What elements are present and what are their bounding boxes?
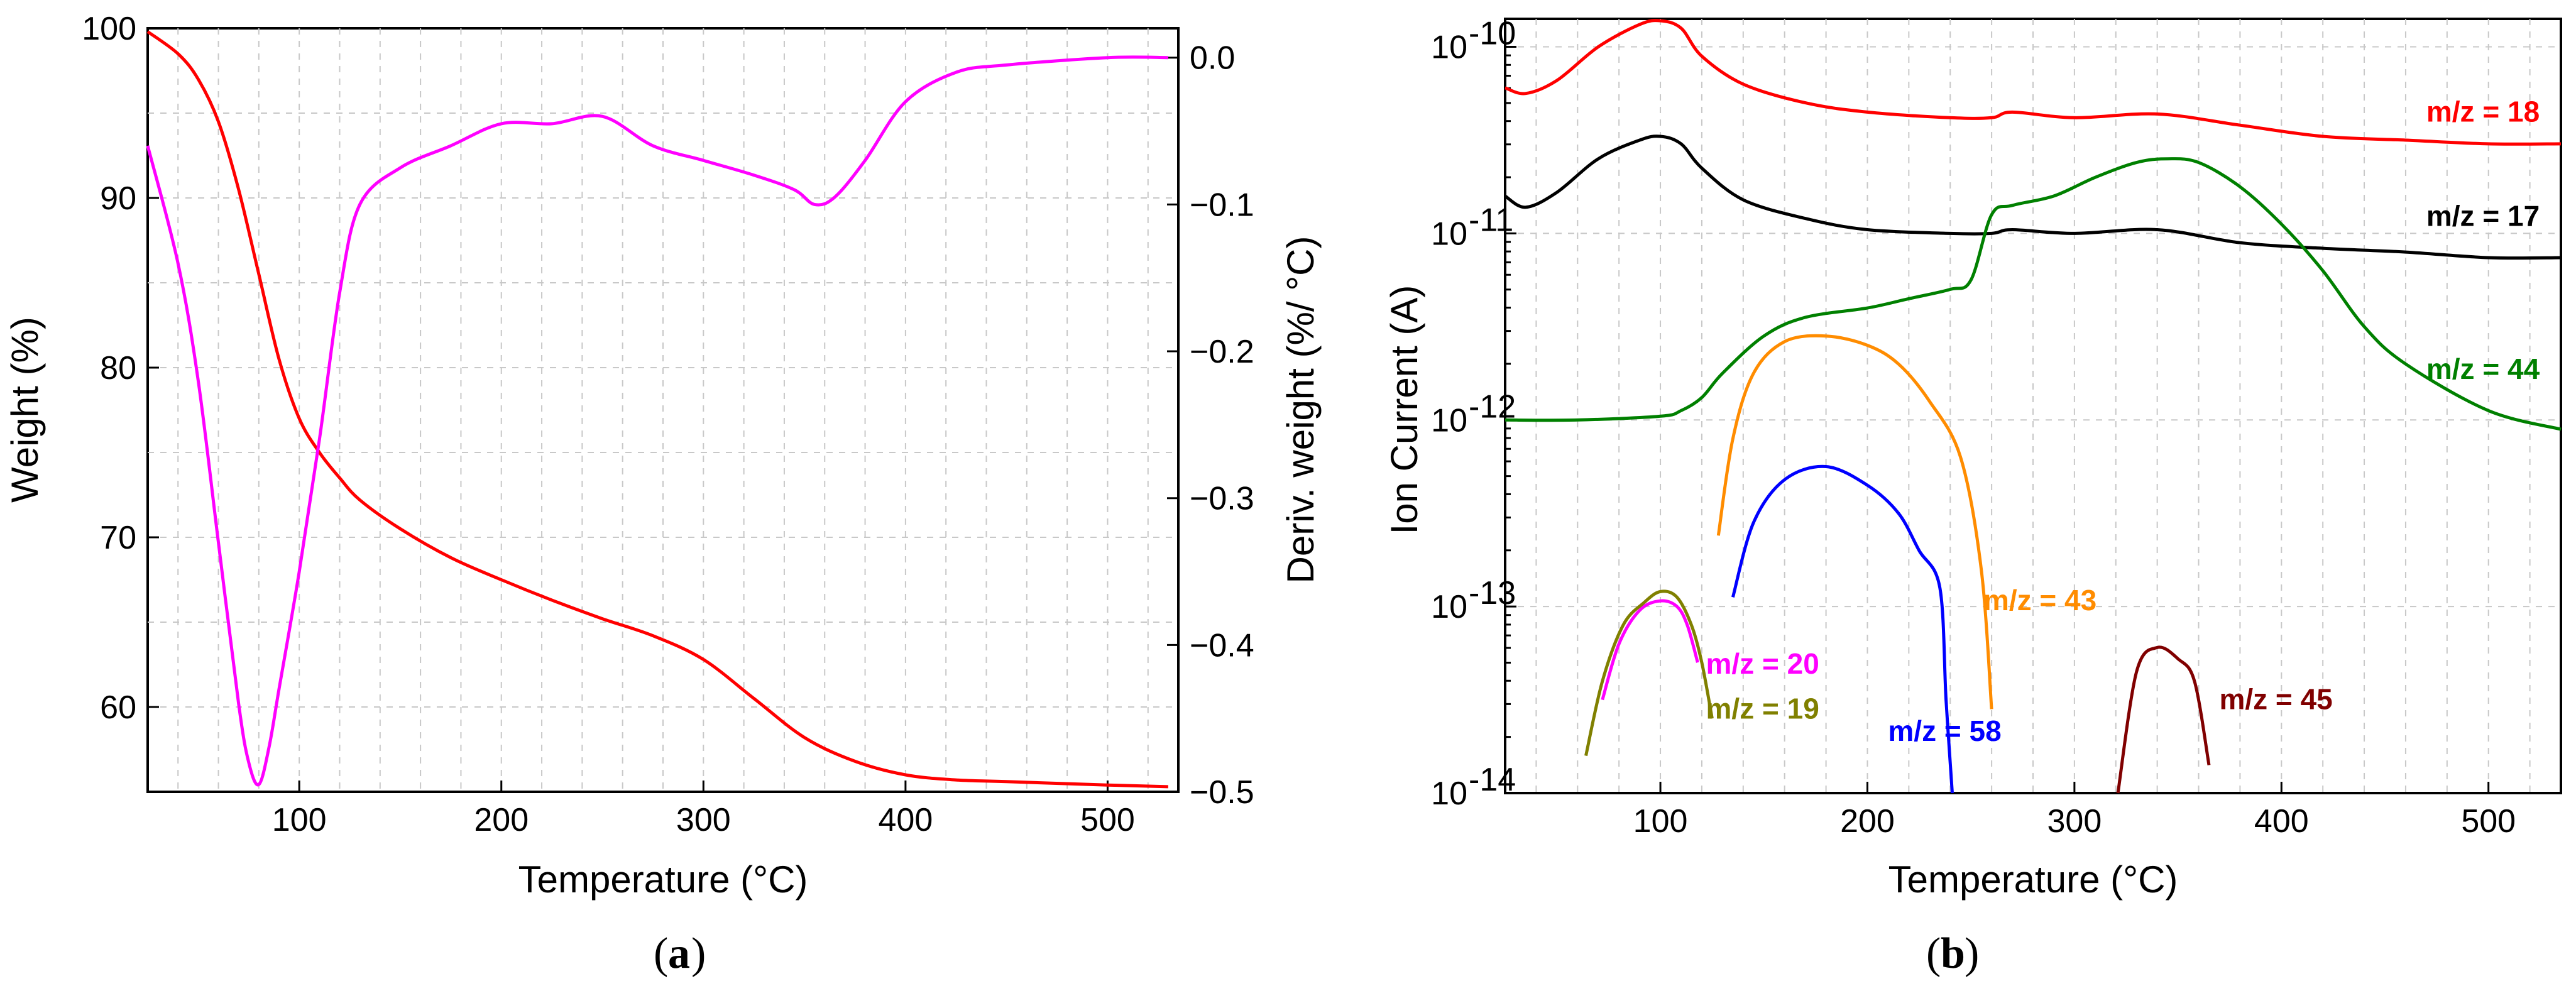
panel-b-curve-label-m-z-45: m/z = 45 bbox=[2219, 682, 2332, 715]
panel-b-curve-label-m-z-20: m/z = 20 bbox=[1706, 647, 1819, 680]
panel-b-series bbox=[1504, 19, 2562, 794]
panel-a-label-text: a bbox=[668, 929, 690, 978]
panel-a-x-tick-label: 100 bbox=[272, 802, 327, 838]
svg-text:(: ( bbox=[654, 929, 668, 978]
panel-a-x-tick-label: 400 bbox=[878, 802, 933, 838]
panel-a-y2-tick-label: 0.0 bbox=[1190, 40, 1235, 77]
panel-b-curve-label-m-z-19: m/z = 19 bbox=[1706, 692, 1819, 725]
panel-a-x-tick-label: 500 bbox=[1080, 802, 1135, 838]
panel-b: 100 200 300 400 50010-1410-1310-1210-1110-10… bbox=[1383, 16, 2562, 978]
panel-b-y-tick-label: 10 bbox=[1431, 775, 1467, 812]
panel-b-curve-label-m-z-44: m/z = 44 bbox=[2426, 353, 2540, 385]
panel-b-y-tick-label: 10 bbox=[1431, 216, 1467, 252]
panel-a-x-tick-label: 200 bbox=[474, 802, 529, 838]
panel-b-label-text: b bbox=[1941, 929, 1965, 978]
panel-b-y-tick-label: 10 bbox=[1431, 589, 1467, 625]
panel-b-series-m-z-44-line bbox=[1504, 157, 2562, 431]
panel-b-x-tick-label: 200 bbox=[1840, 803, 1895, 840]
panel-b-y-tick-exponent: -11 bbox=[1469, 202, 1513, 238]
panel-b-y-tick-label: 10 bbox=[1431, 402, 1467, 439]
svg-text:): ) bbox=[1965, 929, 1979, 978]
panel-a-series-weightline bbox=[146, 30, 1168, 789]
panel-b-series-m-z-20-line bbox=[1601, 599, 1699, 701]
panel-a-y2-tick-label: −0.1 bbox=[1190, 187, 1254, 223]
panel-b-y-axis-title: Ion Current (A) bbox=[1383, 285, 1425, 535]
panel-b-x-tick-label: 500 bbox=[2461, 803, 2516, 840]
panel-a-y2-tick-label: −0.2 bbox=[1190, 334, 1254, 370]
panel-a-series-deriv-weightline bbox=[146, 55, 1168, 787]
panel-b-series-m-z-43-line bbox=[1716, 334, 1993, 709]
panel-a-grid bbox=[148, 28, 1178, 792]
panel-a-y-tick-label: 100 bbox=[82, 11, 136, 47]
panel-b-y-tick-exponent: -14 bbox=[1469, 762, 1516, 798]
panel-b-x-tick-label: 400 bbox=[2254, 803, 2309, 840]
panel-b-series-m-z-58-line bbox=[1731, 464, 1954, 794]
svg-text:(: ( bbox=[1926, 929, 1941, 978]
panel-b-y-tick-exponent: -10 bbox=[1469, 16, 1516, 52]
panel-b-y-tick-label: 10 bbox=[1431, 30, 1467, 66]
panel-b-curve-label-m-z-43: m/z = 43 bbox=[1983, 584, 2096, 616]
svg-text:): ) bbox=[691, 929, 706, 978]
panel-a-y2-tick-label: −0.3 bbox=[1190, 481, 1254, 517]
panel-a-x-axis-title: Temperature (°C) bbox=[518, 858, 808, 901]
panel-b-label: ( b ) bbox=[1926, 929, 1979, 978]
panel-b-series-m-z-19-line bbox=[1584, 589, 1714, 757]
panel-b-y-tick-exponent: -13 bbox=[1469, 575, 1516, 611]
panel-a-label: ( a ) bbox=[654, 929, 706, 978]
panel-b-series-m-z-18-line bbox=[1504, 19, 2562, 146]
panel-a-y-tick-label: 80 bbox=[100, 350, 136, 386]
panel-a: 100 200 300 400 500 60 70 80 90 100 −0.5 −0.4 −0.3 −0… bbox=[4, 11, 1322, 978]
panel-b-grid bbox=[1505, 19, 2561, 793]
panel-a-y2-axis-title: Deriv. weight (%/ °C) bbox=[1280, 236, 1322, 584]
panel-a-y2-tick-label: −0.5 bbox=[1190, 774, 1254, 811]
panel-a-y-tick-label: 90 bbox=[100, 180, 136, 217]
panel-b-x-tick-label: 100 bbox=[1633, 803, 1688, 840]
panel-a-x-tick-label: 300 bbox=[676, 802, 731, 838]
panel-b-curve-label-m-z-17: m/z = 17 bbox=[2426, 200, 2540, 233]
panel-b-x-axis-title: Temperature (°C) bbox=[1888, 858, 2178, 901]
panel-b-series-m-z-45-line bbox=[2116, 645, 2211, 794]
panel-a-y-axis-title: Weight (%) bbox=[4, 317, 46, 503]
panel-a-series bbox=[146, 30, 1168, 789]
panel-a-ticks: 100 200 300 400 500 60 70 80 90 100 −0.5 −0.4 −0.3 −0… bbox=[82, 11, 1254, 838]
panel-b-curve-labels: m/z = 18 m/z = 17 m/z = 44 m/z = 43 m/z = 58… bbox=[1706, 95, 2540, 747]
panel-b-x-tick-label: 300 bbox=[2047, 803, 2102, 840]
panel-b-curve-label-m-z-58: m/z = 58 bbox=[1888, 715, 2001, 747]
panel-b-curve-label-m-z-18: m/z = 18 bbox=[2426, 95, 2540, 128]
panel-a-y2-tick-label: −0.4 bbox=[1190, 627, 1254, 664]
panel-a-y-tick-label: 60 bbox=[100, 689, 136, 726]
panel-b-series-m-z-17-line bbox=[1504, 134, 2562, 260]
panel-a-y-tick-label: 70 bbox=[100, 520, 136, 556]
